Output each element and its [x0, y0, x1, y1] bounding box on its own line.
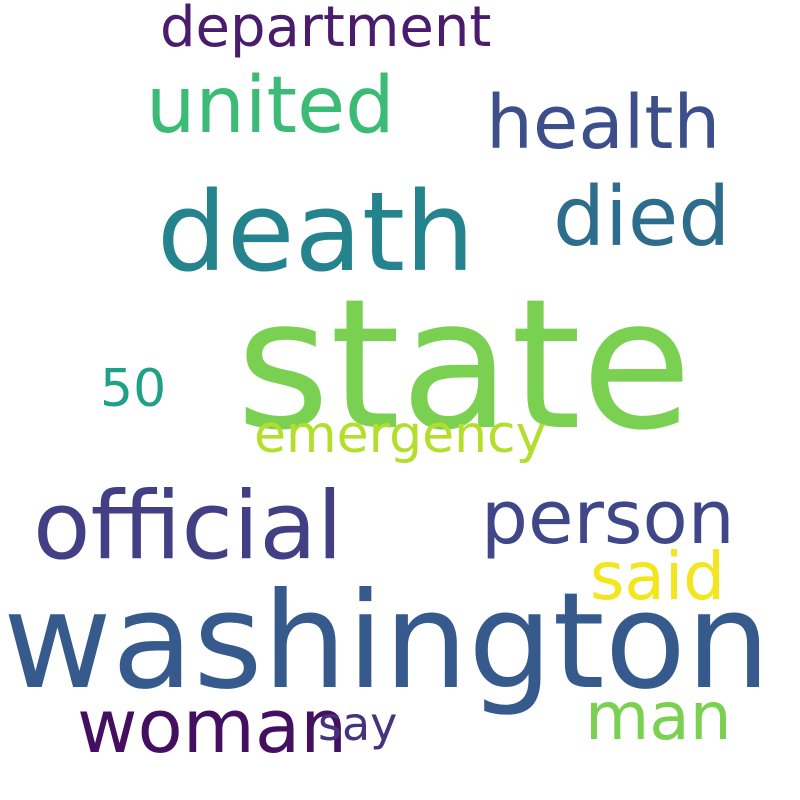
word-emergency: emergency: [254, 405, 547, 465]
word-man: man: [585, 678, 732, 755]
word-state: state: [236, 261, 692, 470]
word-50: 50: [100, 359, 167, 419]
word-department: department: [160, 0, 492, 60]
word-washington: washington: [3, 565, 771, 719]
word-said: said: [590, 538, 726, 615]
word-official: official: [33, 472, 343, 581]
word-health: health: [486, 80, 721, 166]
word-say: say: [318, 697, 398, 751]
word-person: person: [481, 475, 735, 561]
word-woman: woman: [77, 684, 348, 770]
word-death: death: [157, 168, 475, 296]
word-died: died: [553, 170, 731, 265]
word-united: united: [146, 61, 395, 151]
